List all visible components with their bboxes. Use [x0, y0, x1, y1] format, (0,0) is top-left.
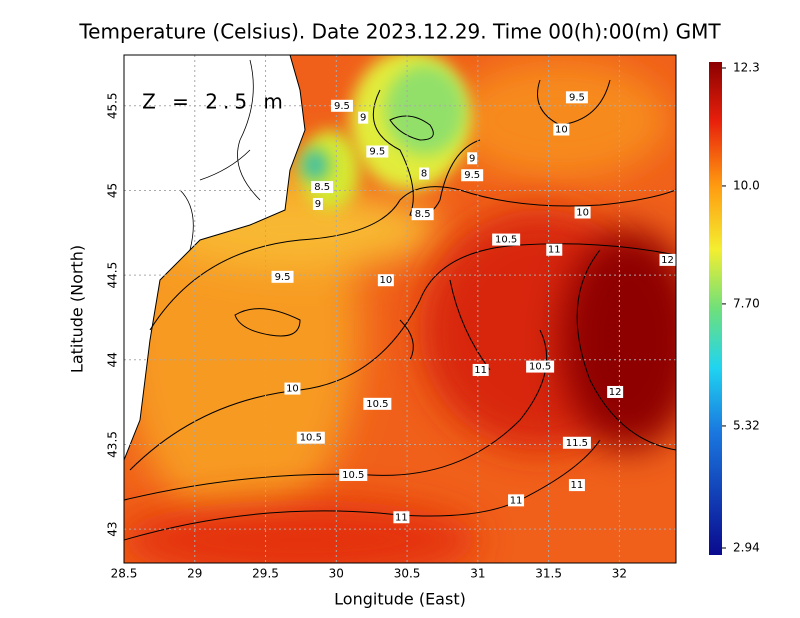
contour-label-box: [296, 431, 325, 444]
contour-label-box: [330, 99, 353, 112]
contour-label-box: [366, 145, 389, 158]
contour-label: 11: [395, 512, 408, 523]
contour-label: 10.5: [495, 235, 517, 246]
contour-label-box: [508, 494, 525, 507]
contour-label-box: [312, 198, 323, 211]
colorbar-tick-label: 12.3: [733, 61, 760, 75]
x-tick-label: 30: [329, 567, 344, 581]
contour-label-box: [419, 167, 430, 180]
x-tick-label: 31: [470, 567, 485, 581]
contour-label: 10.5: [366, 399, 388, 410]
contour-label-box: [271, 270, 294, 283]
contour-label: 12: [661, 255, 674, 266]
contour-label: 9.5: [464, 170, 480, 181]
contour-label: 8.5: [415, 209, 431, 220]
contour-label-box: [339, 468, 368, 481]
contour-label-box: [546, 243, 563, 256]
contour-label: 12: [609, 387, 622, 398]
contour-label: 10: [286, 384, 299, 395]
contour-label-box: [574, 206, 591, 219]
y-tick-label: 43: [106, 521, 120, 536]
y-tick-label: 44: [106, 352, 120, 367]
y-tick-label: 45.5: [106, 92, 120, 119]
grid: 28.5 29 29.5 30 30.5 31 31.5 32 43 43.5 44 44.5 45 45…: [106, 55, 676, 581]
contour-label: 11: [571, 480, 584, 491]
contour-label: 11: [510, 495, 523, 506]
contour-label: 8: [421, 169, 427, 180]
x-tick-label: 30.5: [394, 567, 421, 581]
y-axis-label: Latitude (North): [68, 245, 87, 373]
colorbar-tick-label: 5.32: [733, 418, 760, 432]
contour-label-box: [411, 208, 434, 221]
contour-label-box: [562, 436, 591, 449]
contour-label-box: [607, 385, 624, 398]
contour-label-box: [467, 152, 478, 165]
contour-label: 10: [576, 207, 589, 218]
contour-label: 9: [360, 113, 366, 124]
contour-label: 10: [379, 275, 392, 286]
contour-label-box: [472, 363, 489, 376]
contour-label: 11: [474, 365, 487, 376]
contour-label-box: [461, 169, 484, 182]
x-tick-label: 31.5: [535, 567, 562, 581]
colorbar-tick-label: 2.94: [733, 541, 760, 555]
y-tick-label: 44.5: [106, 262, 120, 289]
y-tick-label: 45: [106, 183, 120, 198]
contour-label: 9.5: [569, 92, 585, 103]
x-tick-label: 32: [612, 567, 627, 581]
contour-label-box: [363, 397, 392, 410]
river-line: [179, 59, 261, 251]
y-tick-label: 43.5: [106, 431, 120, 458]
contour-label: 9.5: [275, 272, 291, 283]
contour-label: 8.5: [314, 182, 330, 193]
contour-label: 9: [469, 153, 475, 164]
x-tick-label: 28.5: [111, 567, 138, 581]
land: [124, 55, 305, 460]
contour-label-box: [565, 91, 588, 104]
contour-label-box: [553, 123, 570, 136]
contour-label: 11: [548, 245, 561, 256]
contour-label-box: [568, 479, 585, 492]
contour-label: 11.5: [566, 438, 588, 449]
title: Temperature (Celsius). Date 2023.12.29. …: [78, 20, 721, 44]
temperature-field: [124, 55, 676, 563]
contour-label-box: [358, 111, 369, 124]
depth-annotation: Z = 2.5 m: [142, 90, 288, 114]
colorbar: [709, 62, 722, 555]
colorbar-ticks: 12.3 10.0 7.70 5.32 2.94: [722, 61, 760, 555]
contour-label: 9.5: [334, 101, 350, 112]
x-tick-label: 29.5: [252, 567, 279, 581]
contour-label-box: [377, 274, 394, 287]
x-axis-label: Longitude (East): [334, 590, 466, 609]
contour-label-box: [526, 360, 555, 373]
contour-label-box: [311, 181, 334, 194]
contour-label: 10.5: [300, 433, 322, 444]
colorbar-tick-label: 7.70: [733, 296, 760, 310]
contour-label-box: [659, 253, 676, 266]
colorbar-tick-label: 10.0: [733, 178, 760, 192]
contour-label: 9.5: [369, 147, 385, 158]
contour-label-box: [393, 511, 410, 524]
contour-label-box: [492, 233, 521, 246]
x-tick-label: 29: [187, 567, 202, 581]
coastline: [124, 55, 306, 461]
contour-labels: 9.5 9 9.5 9 9.5 8 8.5 8.5 9 9.5 10 10 10.5 11 12 9.5 10 1…: [271, 91, 676, 524]
contour-label-box: [284, 382, 301, 395]
contour-label: 9: [315, 199, 321, 210]
contour-label: 10: [555, 125, 568, 136]
plot-frame: [123, 54, 677, 564]
contour-label: 10.5: [529, 362, 551, 373]
contour-label: 10.5: [342, 470, 364, 481]
